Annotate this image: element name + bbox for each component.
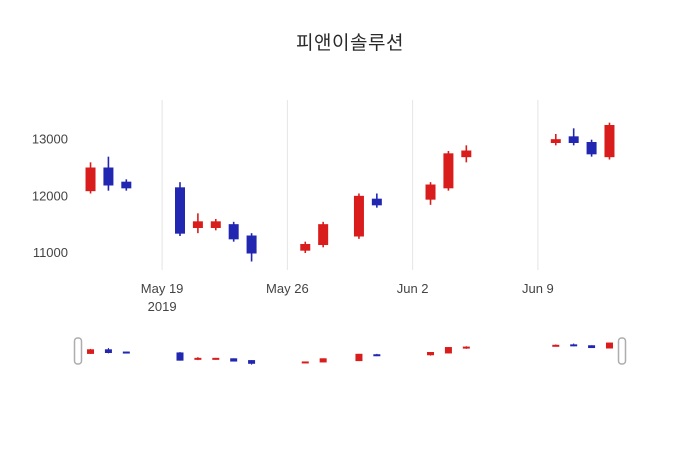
mini-candle [605,342,613,349]
candle [461,145,472,163]
range-slider-handle-left[interactable] [73,337,83,365]
mini-candle [462,346,470,349]
plot-area[interactable] [78,100,622,270]
candle [568,128,579,146]
candle [192,213,203,234]
mini-candle [319,358,327,363]
mini-candle [248,360,256,365]
candle [103,156,114,191]
x-tick-sublabel: 2019 [148,299,177,314]
mini-candle [373,353,381,357]
chart-title: 피앤이솔루션 [296,33,404,54]
candle [353,193,364,239]
candle [175,182,185,236]
range-slider-track[interactable] [78,333,622,372]
candle [300,241,311,253]
mini-candle [122,351,130,354]
candle [604,122,615,160]
mini-candle [230,358,238,362]
candle [228,221,239,242]
candle [210,219,221,231]
mini-candle [301,361,309,364]
mini-candle [212,357,220,360]
mini-candle [194,357,202,361]
mini-candle [427,352,435,356]
mini-candle [588,345,596,349]
mini-candle [552,344,560,347]
mini-candle [444,347,452,354]
candle [85,162,96,194]
x-tick-label: May 19 [141,281,184,296]
range-slider-handle-right[interactable] [617,337,627,365]
candle [318,221,329,248]
y-tick-label: 12000 [32,188,68,203]
mini-candle [355,353,363,362]
candle [550,134,561,146]
x-tick-label: Jun 9 [522,281,554,296]
candle [443,151,454,191]
y-tick-label: 13000 [32,132,68,147]
mini-candle [570,343,578,347]
candle [425,182,436,205]
mini-candle [176,352,184,361]
mini-candle [104,348,112,354]
candle [371,193,382,208]
x-tick-label: Jun 2 [397,281,429,296]
candle [586,139,597,157]
y-tick-label: 11000 [33,245,68,260]
candle [246,233,257,262]
candle [121,179,132,191]
mini-candle [87,348,95,354]
x-tick-label: May 26 [266,281,309,296]
